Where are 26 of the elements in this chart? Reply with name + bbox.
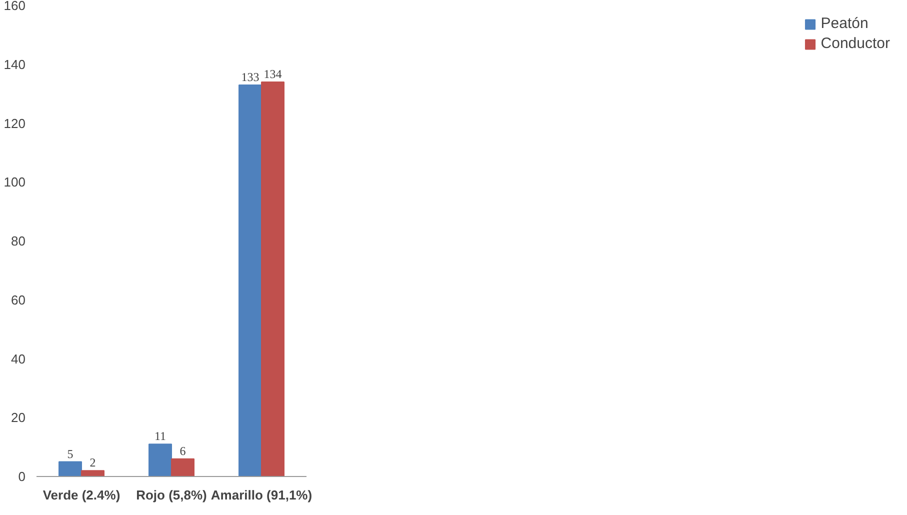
data-label: 133 [241, 70, 260, 84]
y-tick-label: 0 [18, 469, 26, 484]
y-tick-label: 60 [11, 292, 26, 308]
data-label: 2 [90, 456, 96, 470]
bar [58, 461, 82, 476]
bar [81, 470, 104, 476]
y-tick-label: 80 [11, 234, 26, 248]
legend-label: Conductor [820, 35, 890, 52]
x-tick-label: Amarillo (91,1%) [210, 488, 312, 502]
y-tick-label: 120 [4, 116, 26, 131]
y-tick-label: 160 [4, 0, 26, 13]
data-label: 5 [67, 446, 74, 461]
data-label: 11 [154, 429, 166, 444]
x-tick-label: Rojo (5,8%) [136, 488, 207, 502]
bar [148, 444, 172, 476]
data-label: 134 [264, 67, 282, 82]
y-tick-label: 40 [11, 351, 26, 366]
x-tick-label: Verde (2.4%) [42, 488, 120, 502]
y-tick-label: 140 [4, 56, 26, 72]
legend-label: Peatón [820, 15, 868, 32]
bar [238, 84, 262, 476]
y-tick-label: 20 [11, 410, 26, 426]
data-label: 6 [180, 444, 186, 458]
bar [171, 458, 194, 476]
bar [261, 82, 284, 476]
y-tick-label: 100 [4, 174, 26, 190]
